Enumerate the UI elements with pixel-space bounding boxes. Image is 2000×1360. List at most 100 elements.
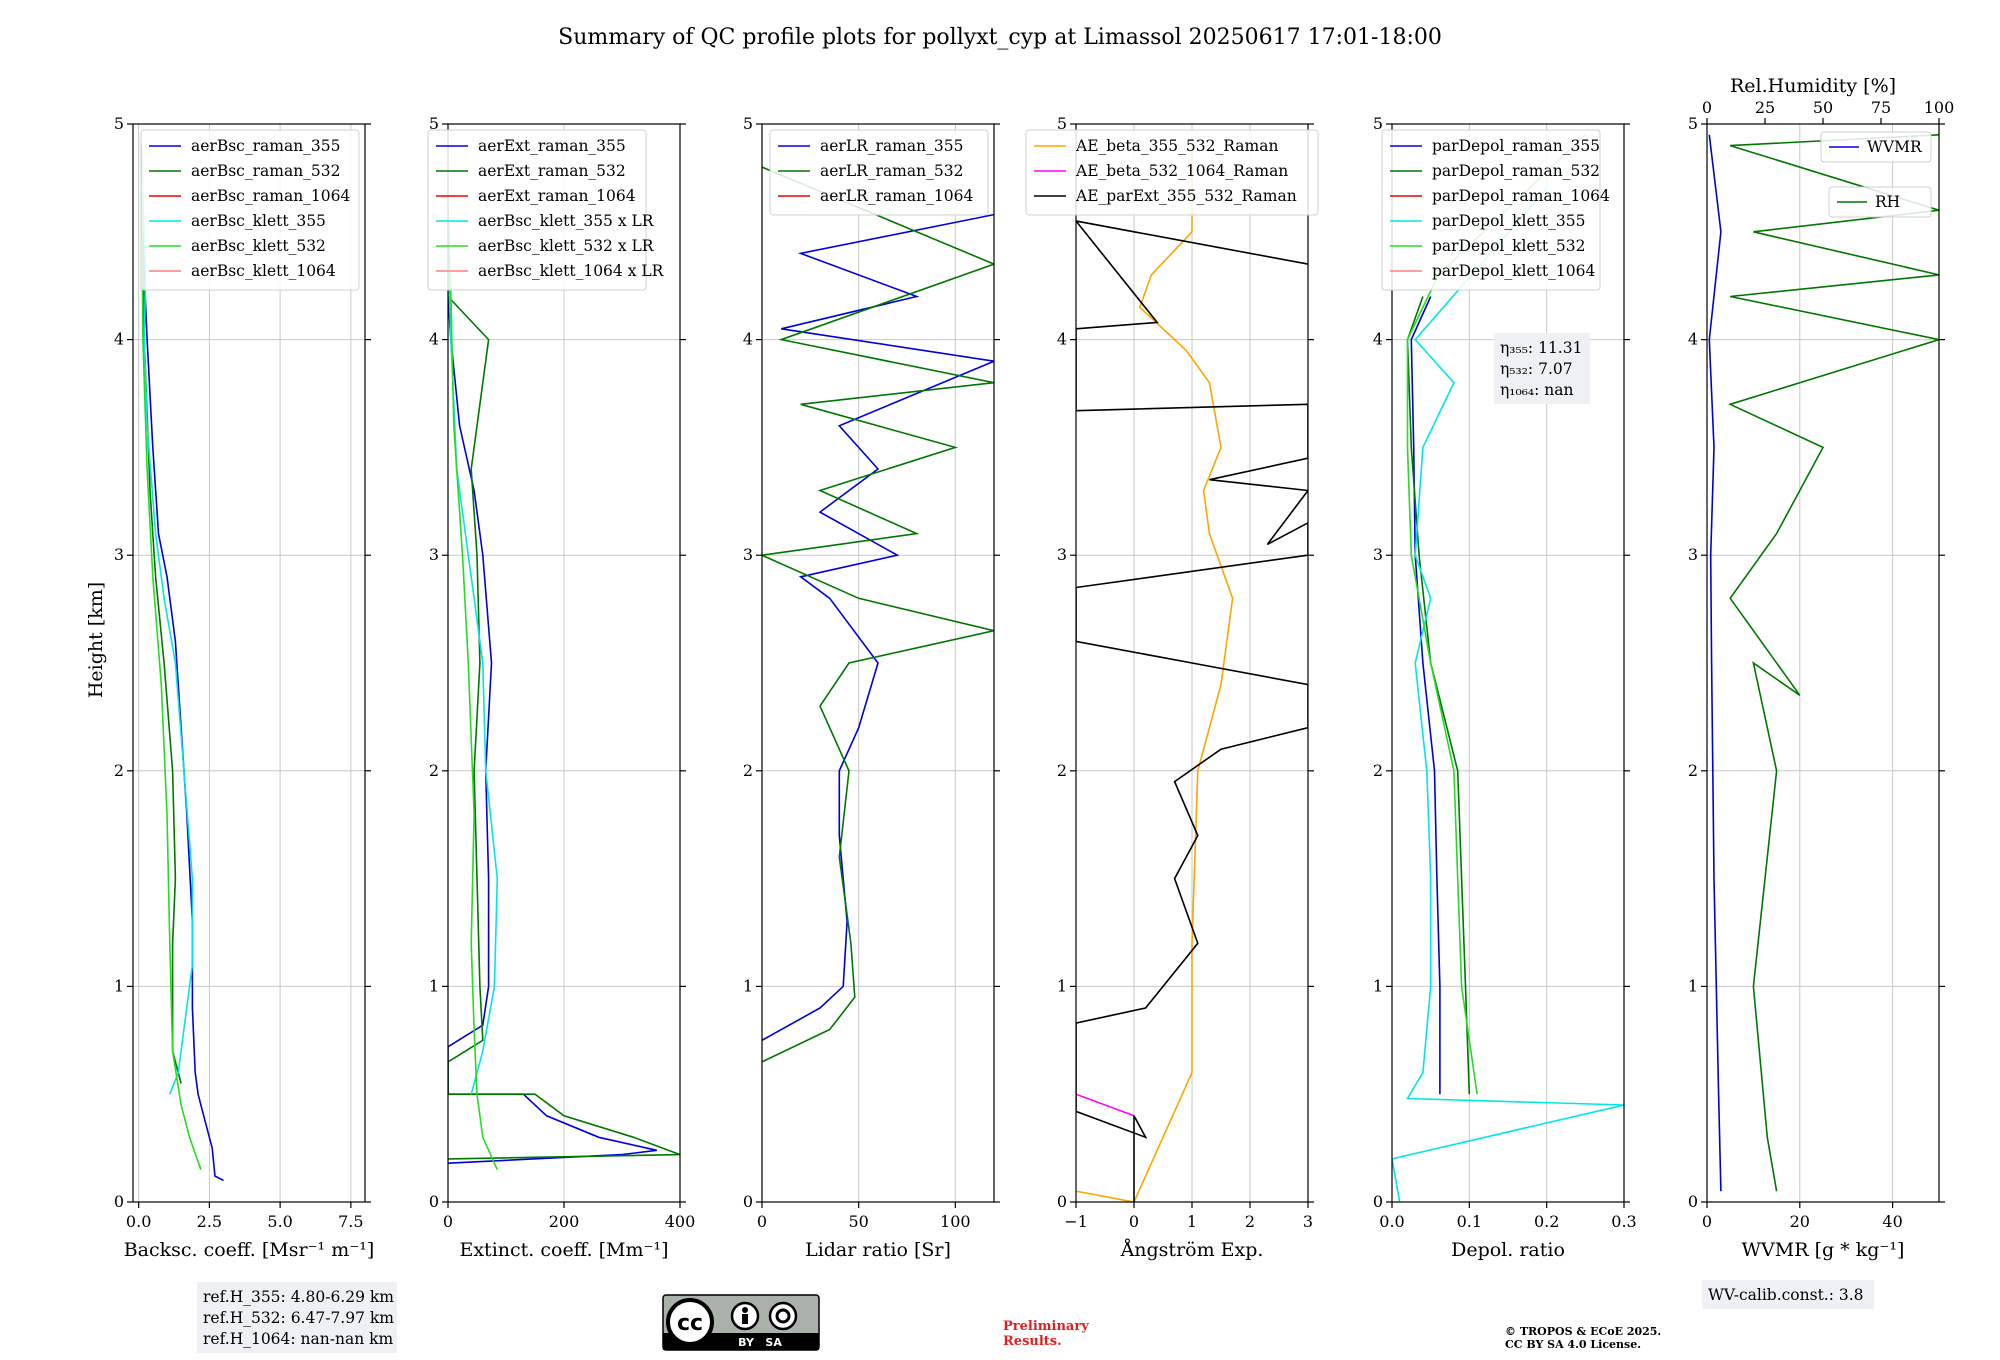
cc-logo: cc — [677, 1311, 703, 1336]
y-tick-label: 0 — [743, 1192, 753, 1211]
y-tick-label: 2 — [114, 761, 124, 780]
y-tick-label: 2 — [1057, 761, 1067, 780]
legend-entry: aerExt_raman_1064 — [478, 187, 636, 205]
series-line-aerbsc-klett-532-x-lr — [448, 210, 499, 1171]
panels: 0 1 2 3 4 5 0.0 2.5 5.0 7.5 Backsc. coeff. [Msr⁻¹ … — [114, 75, 1954, 1353]
x-tick-label: 1 — [1187, 1212, 1197, 1231]
series-line-aerbsc-raman-532 — [140, 145, 182, 1084]
legend-entry: aerBsc_klett_1064 x LR — [478, 262, 665, 280]
series-group — [1392, 134, 1624, 1202]
y-tick-label: 1 — [1057, 976, 1067, 995]
series-line-aerext-raman-532 — [448, 295, 680, 1160]
x-tick-label: 0.0 — [1379, 1212, 1404, 1231]
plot-frame — [1391, 123, 1625, 1203]
x-tick-label: 200 — [549, 1212, 580, 1231]
x-axis-label: Backsc. coeff. [Msr⁻¹ m⁻¹] — [124, 1239, 375, 1261]
x-tick-label: 50 — [848, 1212, 868, 1231]
y-tick-label: 0 — [1057, 1192, 1067, 1211]
x-tick-label: −1 — [1064, 1212, 1088, 1231]
legend-entry: aerBsc_klett_355 — [191, 212, 326, 230]
legend-entry: aerBsc_raman_1064 — [191, 187, 351, 205]
top-x-tick-label: 50 — [1813, 98, 1833, 117]
y-tick-label: 3 — [1057, 545, 1067, 564]
figure-title: Summary of QC profile plots for pollyxt_… — [558, 25, 1442, 50]
y-tick-label: 4 — [1057, 330, 1067, 349]
y-tick-label: 4 — [1688, 330, 1698, 349]
cc-sa-icon — [768, 1301, 798, 1331]
x-axis-label: Ångström Exp. — [1120, 1239, 1264, 1261]
x-tick-label: 7.5 — [338, 1212, 363, 1231]
panel-1: 0 1 2 3 4 5 0.0 2.5 5.0 7.5 Backsc. coeff. [Msr⁻¹ … — [114, 114, 397, 1353]
x-tick-label: 0 — [443, 1212, 453, 1231]
series-group — [448, 210, 680, 1171]
legend-box — [427, 129, 647, 291]
legend-entry: aerBsc_klett_532 x LR — [478, 237, 655, 255]
y-tick-label: 4 — [743, 330, 753, 349]
series-line-aerbsc-raman-355 — [140, 167, 224, 1182]
y-tick-label: 3 — [743, 545, 753, 564]
series-line-pardepol-klett-355 — [1392, 188, 1624, 1202]
copyright-line2: CC BY SA 4.0 License. — [1505, 1338, 1641, 1351]
y-axis-label: Height [km] — [85, 582, 107, 698]
y-tick-label: 1 — [114, 976, 124, 995]
info-text: η₃₅₅: 11.31 — [1500, 339, 1582, 357]
legend-entry: AE_parExt_355_532_Raman — [1075, 187, 1297, 205]
legend-box — [1381, 129, 1601, 291]
legend-entry: aerLR_raman_355 — [820, 137, 963, 155]
info-box — [197, 1282, 397, 1353]
series-line-aerlr-raman-532 — [762, 166, 994, 1063]
info-text: ref.H_532: 6.47-7.97 km — [203, 1309, 394, 1327]
y-tick-label: 4 — [1373, 330, 1383, 349]
y-tick-label: 5 — [1057, 114, 1067, 133]
series-line-ae-parext-355-532-raman — [1076, 220, 1308, 1202]
legend-entry: parDepol_klett_1064 — [1432, 262, 1595, 280]
series-line-ae-beta-355-532-raman — [1076, 145, 1234, 1202]
x-tick-label: 5.0 — [267, 1212, 292, 1231]
x-tick-label: 0 — [1702, 1212, 1712, 1231]
y-tick-label: 5 — [429, 114, 439, 133]
legend-entry: aerBsc_klett_532 — [191, 237, 326, 255]
info-text: ref.H_1064: nan-nan km — [203, 1330, 394, 1348]
y-tick-label: 4 — [114, 330, 124, 349]
legend-entry: RH — [1875, 193, 1900, 211]
plot-frame — [132, 123, 366, 1203]
panel-5: 0 1 2 3 4 5 0.0 0.1 0.2 0.3 Depol. ratio parDepol_r… — [1373, 114, 1637, 1261]
series-line-pardepol-klett-532 — [1406, 134, 1586, 1095]
top-x-tick-label: 100 — [1924, 98, 1955, 117]
series-line-ae-beta-532-1064-raman — [1076, 1093, 1135, 1117]
info-box — [1494, 333, 1590, 404]
copyright-line1: © TROPOS & ECoE 2025. — [1505, 1325, 1661, 1338]
legend-box — [769, 129, 989, 216]
y-tick-label: 1 — [429, 976, 439, 995]
x-tick-label: 0.2 — [1534, 1212, 1559, 1231]
y-tick-label: 3 — [1373, 545, 1383, 564]
x-axis-label: Lidar ratio [Sr] — [805, 1239, 951, 1261]
legend-box — [140, 129, 360, 291]
y-tick-label: 1 — [1373, 976, 1383, 995]
info-text: η₅₃₂: 7.07 — [1500, 360, 1573, 378]
legend-entry: aerLR_raman_1064 — [820, 187, 973, 205]
x-tick-label: 3 — [1303, 1212, 1313, 1231]
legend-box — [1828, 186, 1932, 218]
legend-entry: aerBsc_raman_532 — [191, 162, 341, 180]
series-line-pardepol-raman-355 — [1410, 296, 1441, 1095]
legend-entry: aerExt_raman_532 — [478, 162, 626, 180]
x-tick-label: 100 — [940, 1212, 971, 1231]
legend-entry: AE_beta_532_1064_Raman — [1075, 162, 1288, 180]
series-line-aerlr-raman-355 — [762, 213, 994, 1041]
cc-license-badge: cc BY SA — [662, 1294, 820, 1351]
legend-box — [1820, 131, 1932, 163]
x-tick-label: 0 — [757, 1212, 767, 1231]
preliminary-notice-line1: Preliminary — [1003, 1319, 1089, 1334]
y-tick-label: 2 — [1688, 761, 1698, 780]
info-text: ref.H_355: 4.80-6.29 km — [203, 1288, 394, 1306]
y-tick-label: 5 — [1373, 114, 1383, 133]
top-x-tick-label: 75 — [1871, 98, 1891, 117]
series-group — [140, 145, 224, 1182]
legend-entry: aerBsc_klett_355 x LR — [478, 212, 655, 230]
x-tick-label: 2.5 — [197, 1212, 222, 1231]
x-tick-label: 40 — [1882, 1212, 1902, 1231]
